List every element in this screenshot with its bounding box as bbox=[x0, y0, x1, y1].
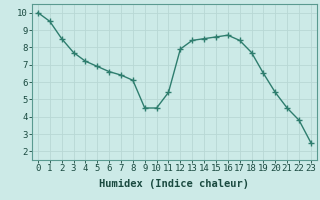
X-axis label: Humidex (Indice chaleur): Humidex (Indice chaleur) bbox=[100, 179, 249, 189]
